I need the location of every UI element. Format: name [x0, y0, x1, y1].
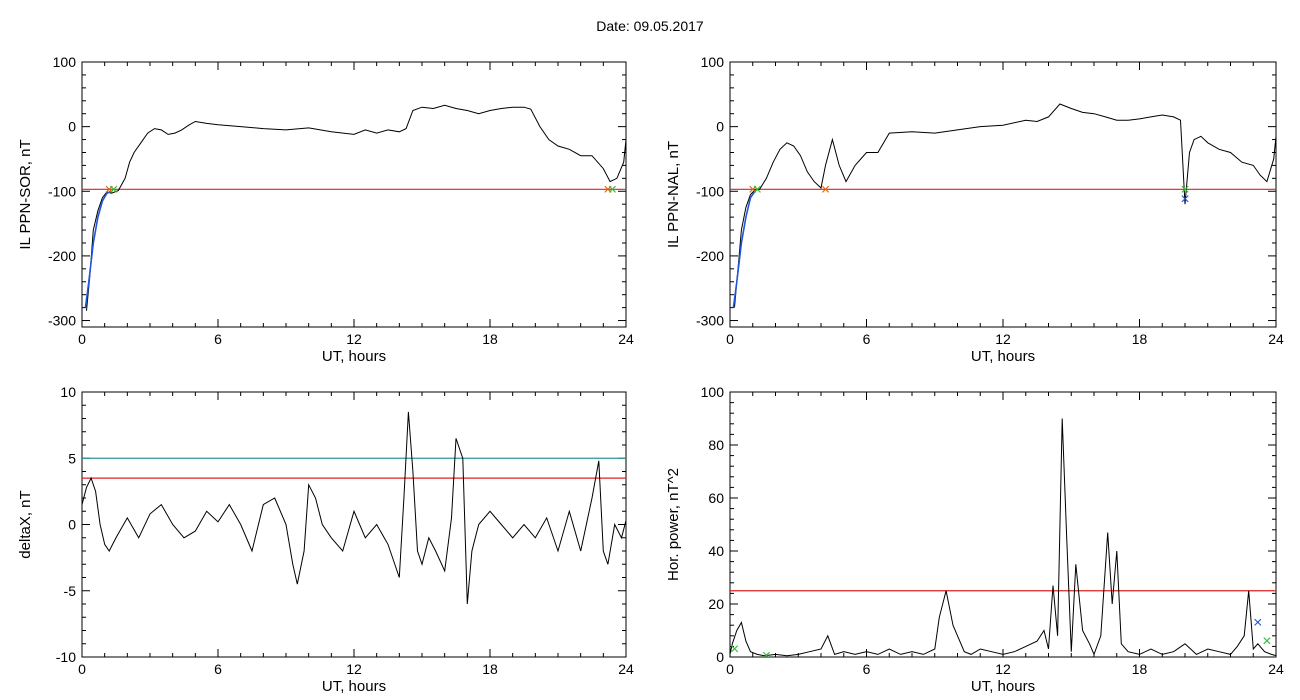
x-tick-label: 24 [1268, 661, 1284, 677]
series-line [82, 411, 626, 605]
y-tick-label: 80 [708, 437, 724, 453]
plot-area: ×× × ×× [730, 103, 1276, 308]
event-marker: × [1180, 181, 1189, 198]
x-axis-label: UT, hours [971, 348, 1035, 365]
chart-il-ppn-sor: 0 6 12 18 24 -300 -200 -100 0 100 UT, hours IL PPN-… [17, 54, 634, 365]
y-tick-label: -100 [48, 183, 76, 199]
x-tick-label: 18 [482, 331, 498, 347]
event-marker: × [748, 181, 757, 198]
x-tick-label: 12 [995, 661, 1011, 677]
event-marker: × [603, 181, 612, 198]
x-tick-label: 24 [1268, 331, 1284, 347]
y-tick-label: -300 [48, 313, 76, 329]
y-axis-label: Hor. power, nT^2 [665, 468, 682, 581]
x-tick-label: 0 [726, 661, 734, 677]
x-tick-label: 0 [78, 331, 86, 347]
plot-frame [729, 61, 1277, 328]
plot-area: ×××× [82, 104, 626, 311]
y-tick-label: 0 [716, 119, 724, 135]
y-tick-label: -100 [696, 183, 724, 199]
chart-deltax: 0 6 12 18 24 -10 -5 0 5 10 UT, hours deltaX, nT [17, 384, 634, 695]
y-tick-label: 40 [708, 543, 724, 559]
y-tick-label: 100 [701, 54, 725, 70]
y-tick-label: -200 [48, 248, 76, 264]
series-line [732, 190, 756, 308]
x-tick-label: 24 [618, 661, 634, 677]
y-tick-label: 60 [708, 490, 724, 506]
y-tick-label: 0 [68, 517, 76, 533]
event-marker: × [730, 641, 739, 658]
y-axis-label: deltaX, nT [17, 490, 34, 558]
y-axis-label: IL PPN-NAL, nT [665, 141, 682, 248]
y-tick-label: 20 [708, 596, 724, 612]
x-tick-label: 6 [214, 331, 222, 347]
plot-area: ×××× [730, 418, 1276, 665]
series-line [730, 418, 1276, 657]
y-tick-label: 0 [68, 119, 76, 135]
series-line [84, 190, 112, 308]
y-tick-label: 100 [701, 384, 725, 400]
event-marker: × [109, 181, 118, 198]
plot-frame [81, 61, 627, 328]
event-marker: × [1253, 615, 1262, 632]
event-marker: × [1262, 633, 1271, 650]
x-tick-label: 18 [1132, 331, 1148, 347]
x-axis-label: UT, hours [322, 348, 386, 365]
chart-hor-power: 0 6 12 18 24 0 20 40 60 80 100 UT, hours Hor. power,… [665, 384, 1284, 695]
x-tick-label: 12 [346, 661, 362, 677]
event-marker: × [105, 181, 114, 198]
x-tick-label: 6 [863, 331, 871, 347]
x-tick-label: 18 [482, 661, 498, 677]
y-tick-label: 100 [53, 54, 77, 70]
x-tick-label: 0 [78, 661, 86, 677]
event-marker: × [821, 181, 830, 198]
plot-frame [81, 391, 627, 658]
x-tick-label: 0 [726, 331, 734, 347]
y-tick-label: -5 [64, 583, 77, 599]
y-tick-label: -300 [696, 313, 724, 329]
page-title: Date: 09.05.2017 [596, 18, 704, 34]
x-tick-label: 12 [995, 331, 1011, 347]
event-marker: × [1180, 191, 1189, 208]
x-tick-label: 18 [1132, 661, 1148, 677]
chart-il-ppn-nal: 0 6 12 18 24 -300 -200 -100 0 100 UT, hours IL PPN-… [665, 54, 1284, 365]
event-marker: × [753, 181, 762, 198]
plot-area [82, 411, 626, 605]
y-tick-label: -200 [696, 248, 724, 264]
plot-frame [729, 391, 1277, 658]
x-axis-label: UT, hours [971, 678, 1035, 695]
x-tick-label: 6 [863, 661, 871, 677]
y-tick-label: -10 [56, 649, 76, 665]
x-axis-label: UT, hours [322, 678, 386, 695]
event-marker: × [762, 648, 771, 665]
series-line [86, 104, 626, 311]
y-tick-label: 10 [60, 384, 76, 400]
series-line [734, 103, 1276, 308]
x-tick-label: 6 [214, 661, 222, 677]
x-tick-label: 12 [346, 331, 362, 347]
y-axis-label: IL PPN-SOR, nT [17, 139, 34, 249]
x-tick-label: 24 [618, 331, 634, 347]
y-tick-label: 5 [68, 450, 76, 466]
y-tick-label: 0 [716, 649, 724, 665]
event-marker: × [608, 181, 617, 198]
